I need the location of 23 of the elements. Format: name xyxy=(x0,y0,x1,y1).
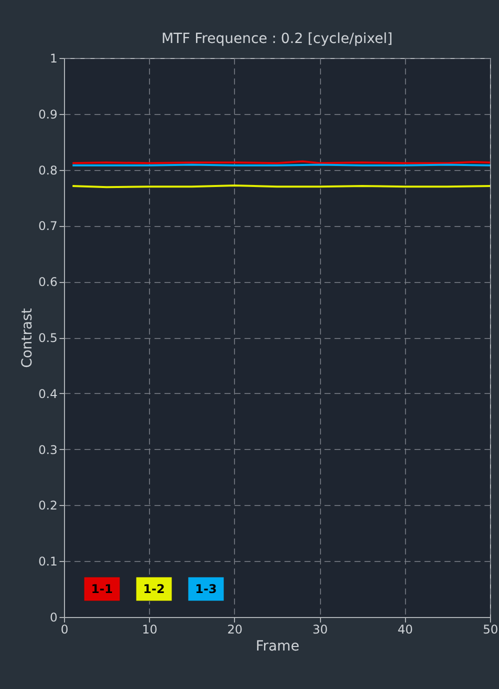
x-tick-label: 10 xyxy=(142,622,158,636)
y-tick-label: 0.7 xyxy=(38,219,58,234)
x-tick-label: 50 xyxy=(482,622,498,636)
y-tick-label: 0.3 xyxy=(38,442,58,457)
x-tick-label: 0 xyxy=(60,622,68,636)
text: 1-2 xyxy=(143,582,165,596)
y-tick-label: 0 xyxy=(50,610,58,624)
y-tick-label: 0.2 xyxy=(38,498,58,513)
x-tick-label: 20 xyxy=(227,622,243,636)
y-axis-title: Contrast xyxy=(19,308,36,368)
y-tick-label: 1 xyxy=(50,52,58,66)
y-tick-label: 0.5 xyxy=(38,331,58,345)
text: 1-3 xyxy=(195,582,217,596)
x-axis-title: Frame xyxy=(256,638,300,654)
x-tick-label: 30 xyxy=(312,622,328,636)
y-tick-label: 0.4 xyxy=(38,386,58,401)
text: 1-1 xyxy=(91,582,113,596)
y-tick-label: 0.8 xyxy=(38,163,58,178)
y-tick-label: 0.1 xyxy=(38,554,58,569)
x-tick-label: 40 xyxy=(398,622,413,636)
y-tick-label: 0.9 xyxy=(38,107,58,122)
chart-title: MTF Frequence : 0.2 [cycle/pixel] xyxy=(161,31,393,47)
y-tick-label: 0.6 xyxy=(38,275,58,290)
